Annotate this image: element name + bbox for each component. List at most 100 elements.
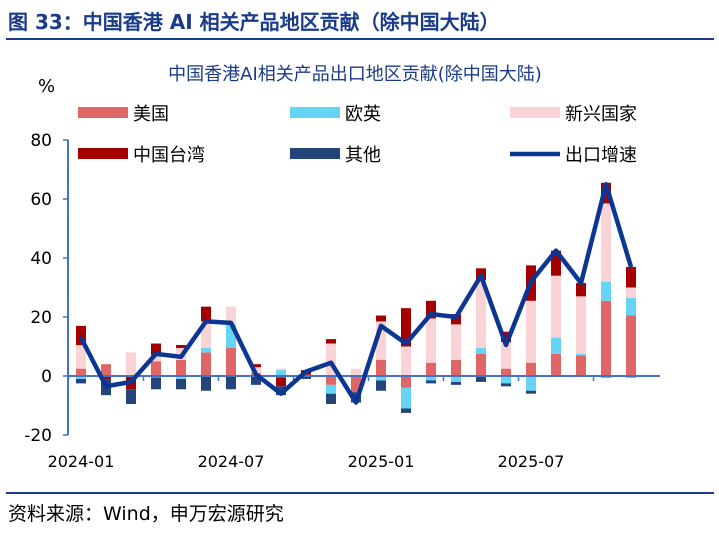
legend-label: 其他 xyxy=(345,145,381,166)
bar-segment xyxy=(76,376,86,379)
bar-segment xyxy=(501,383,511,387)
growth-line xyxy=(78,182,634,405)
bar-segment xyxy=(601,281,611,301)
legend-label: 欧英 xyxy=(345,104,381,125)
bar-segment xyxy=(626,287,636,298)
bar-segment xyxy=(76,378,86,384)
bar-segment xyxy=(501,368,511,376)
bar-segment xyxy=(176,378,186,390)
x-axis: 2024-01 2024-07 2025-01 2025-07 xyxy=(48,452,565,471)
bar-segment xyxy=(226,306,236,325)
bar-segment xyxy=(526,362,536,376)
bar-segment xyxy=(501,342,511,369)
bar-segment xyxy=(576,296,586,354)
legend-label: 美国 xyxy=(133,104,169,125)
bar-segment xyxy=(576,355,586,376)
bar-segment xyxy=(276,370,286,376)
legend-swatch xyxy=(290,148,340,159)
bar-segment xyxy=(201,376,211,391)
bar-segment xyxy=(176,359,186,376)
bar-segment xyxy=(451,359,461,376)
y-tick-label: 80 xyxy=(30,131,52,151)
bar-segment xyxy=(526,390,536,394)
bar-segment xyxy=(376,359,386,376)
bars xyxy=(76,182,636,413)
bar-segment xyxy=(626,266,636,288)
legend-swatch xyxy=(290,107,340,118)
growth-point xyxy=(104,384,108,388)
bar-segment xyxy=(476,376,486,382)
bar-segment xyxy=(451,324,461,360)
bar-segment xyxy=(476,353,486,376)
bar-segment xyxy=(76,345,86,369)
bar-segment xyxy=(576,283,586,297)
bar-segment xyxy=(551,250,561,276)
legend-label: 出口增速 xyxy=(565,145,637,166)
bar-segment xyxy=(276,377,286,387)
y-axis-unit: % xyxy=(38,76,55,97)
growth-point xyxy=(254,373,258,377)
legend-label: 新兴国家 xyxy=(565,104,637,125)
bar-segment xyxy=(326,393,336,405)
growth-point xyxy=(154,352,158,356)
bar-segment xyxy=(326,339,336,344)
bar-segment xyxy=(76,325,86,346)
bar-segment xyxy=(401,408,411,413)
source-divider xyxy=(6,492,714,494)
x-tick-label: 2025-07 xyxy=(498,452,565,471)
bar-segment xyxy=(201,352,211,376)
bar-segment xyxy=(476,280,486,348)
bar-segment xyxy=(426,376,436,381)
bar-segment xyxy=(576,353,586,356)
growth-point xyxy=(504,343,508,347)
bar-segment xyxy=(426,380,436,384)
growth-point xyxy=(479,274,483,278)
growth-point xyxy=(329,361,333,365)
growth-point xyxy=(354,401,358,405)
bar-segment xyxy=(376,376,386,381)
bar-segment xyxy=(251,376,261,385)
growth-point xyxy=(79,336,83,340)
bar-segment xyxy=(201,306,211,322)
bar-segment xyxy=(126,352,136,376)
legend-label: 中国台湾 xyxy=(133,145,205,166)
growth-point xyxy=(629,265,633,269)
bar-segment xyxy=(526,376,536,391)
legend-swatch xyxy=(78,148,128,159)
bar-segment xyxy=(501,376,511,384)
growth-point xyxy=(554,249,558,253)
growth-point xyxy=(579,281,583,285)
bar-segment xyxy=(326,376,336,385)
growth-point xyxy=(129,380,133,384)
growth-point xyxy=(529,280,533,284)
growth-point xyxy=(304,370,308,374)
bar-segment xyxy=(626,315,636,376)
bar-segment xyxy=(551,275,561,338)
y-tick-label: 60 xyxy=(30,190,52,210)
bar-segment xyxy=(226,347,236,376)
figure-title: 图 33：中国香港 AI 相关产品地区贡献（除中国大陆） xyxy=(8,10,500,34)
bar-segment xyxy=(401,308,411,347)
growth-point xyxy=(204,319,208,323)
growth-point xyxy=(604,182,608,186)
bar-segment xyxy=(526,300,536,363)
growth-point xyxy=(229,321,233,325)
bar-segment xyxy=(151,377,161,390)
y-tick-label: 20 xyxy=(30,308,52,328)
bar-segment xyxy=(551,353,561,376)
y-tick-label: 0 xyxy=(41,367,52,387)
growth-point xyxy=(454,315,458,319)
bar-segment xyxy=(426,318,436,363)
bar-segment xyxy=(101,376,111,379)
x-tick-label: 2024-07 xyxy=(198,452,265,471)
bar-segment xyxy=(176,376,186,379)
bar-segment xyxy=(76,368,86,376)
bar-segment xyxy=(101,364,111,376)
growth-point xyxy=(379,324,383,328)
growth-point xyxy=(179,355,183,359)
bar-segment xyxy=(401,387,411,409)
bar-segment xyxy=(201,347,211,353)
bar-segment xyxy=(226,324,236,348)
